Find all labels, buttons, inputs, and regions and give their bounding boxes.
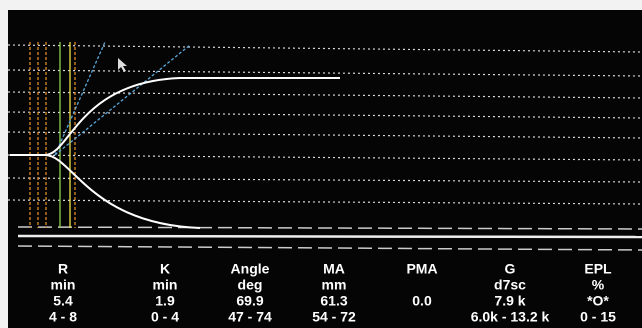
device-screen: Rmin5.44 - 8Kmin1.90 - 4Angledeg69.947 -… [0, 0, 642, 328]
param-range: 54 - 72 [312, 309, 356, 325]
param-range: 0 - 4 [151, 309, 179, 325]
param-unit: d7sc [494, 277, 526, 293]
param-unit: deg [238, 277, 263, 293]
param-unit: min [51, 277, 76, 293]
param-name: G [505, 261, 516, 277]
param-value: 5.4 [53, 293, 73, 309]
page: Rmin5.44 - 8Kmin1.90 - 4Angledeg69.947 -… [0, 0, 642, 328]
param-range: 0 - 15 [580, 309, 616, 325]
param-range: 4 - 8 [49, 309, 77, 325]
param-name: Angle [231, 261, 270, 277]
param-value: 61.3 [320, 293, 347, 309]
param-value: 7.9 k [494, 293, 525, 309]
param-value: 69.9 [236, 293, 263, 309]
param-name: K [160, 261, 170, 277]
param-value: 1.9 [155, 293, 175, 309]
param-unit: min [153, 277, 178, 293]
param-range: 47 - 74 [228, 309, 272, 325]
solid-line [18, 236, 642, 237]
param-name: R [58, 261, 68, 277]
param-name: EPL [584, 261, 612, 277]
param-name: MA [323, 261, 345, 277]
param-unit: % [592, 277, 605, 293]
param-range: 6.0k - 13.2 k [471, 309, 550, 325]
param-value: 0.0 [412, 293, 432, 309]
param-name: PMA [406, 261, 437, 277]
param-value: *O* [587, 293, 609, 309]
param-unit: mm [322, 277, 347, 293]
